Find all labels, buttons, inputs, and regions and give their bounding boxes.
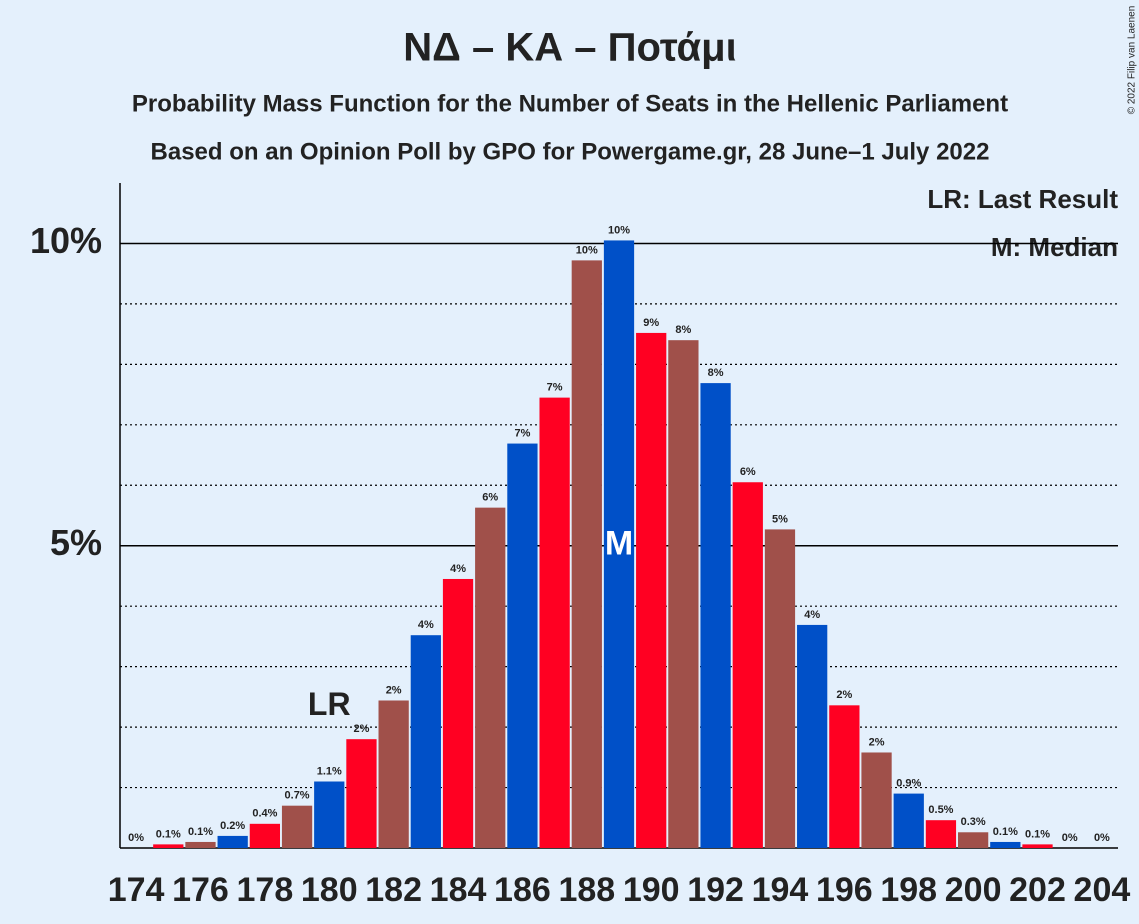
value-label: 5%: [772, 513, 788, 525]
value-label: 0.2%: [220, 820, 245, 832]
legend-entry: M: Median: [991, 232, 1118, 262]
value-label: 4%: [804, 609, 820, 621]
bar: [507, 443, 538, 848]
value-label: 0.9%: [896, 777, 921, 789]
bar: [829, 705, 860, 848]
x-tick-label: 180: [301, 871, 358, 909]
value-label: 0%: [1062, 832, 1078, 844]
bar: [217, 835, 248, 848]
value-label: 2%: [353, 723, 369, 735]
bar: [668, 340, 699, 848]
value-label: 6%: [482, 492, 498, 504]
bar: [957, 832, 989, 848]
bar: [442, 578, 474, 848]
bar: [185, 841, 216, 848]
bar: [764, 529, 796, 848]
value-label: 2%: [386, 684, 402, 696]
x-tick-label: 192: [687, 871, 744, 909]
bar: [636, 332, 667, 849]
chart-title: ΝΔ – ΚΑ – Ποτάμι: [403, 26, 736, 70]
value-label: 0.1%: [188, 826, 213, 838]
value-label: 1.1%: [317, 765, 342, 777]
bar: [925, 820, 957, 848]
x-tick-label: 190: [623, 871, 680, 909]
value-label: 9%: [643, 317, 659, 329]
x-tick-label: 176: [172, 871, 229, 909]
value-label: 0.1%: [1025, 828, 1050, 840]
bar: [281, 805, 313, 848]
value-label: 0.5%: [928, 804, 953, 816]
x-tick-label: 196: [816, 871, 873, 909]
bar: [378, 700, 409, 848]
bar: [797, 624, 828, 848]
x-tick-label: 200: [945, 871, 1002, 909]
bar: [1022, 844, 1053, 848]
x-tick-label: 202: [1009, 871, 1066, 909]
annotation: LR: [308, 686, 351, 722]
bar: [249, 823, 281, 848]
bar: [475, 507, 506, 848]
value-label: 0.4%: [252, 808, 277, 820]
bar: [346, 739, 377, 848]
value-label: 7%: [514, 427, 530, 439]
x-tick-label: 194: [752, 871, 809, 909]
bar: [861, 752, 892, 848]
bar: [700, 383, 731, 848]
bar: [153, 844, 184, 848]
value-label: 4%: [418, 619, 434, 631]
value-label: 0.7%: [285, 790, 310, 802]
x-tick-label: 188: [558, 871, 615, 909]
x-tick-label: 198: [880, 871, 937, 909]
value-label: 10%: [608, 224, 630, 236]
bar: [732, 482, 763, 848]
x-tick-label: 204: [1074, 871, 1131, 909]
bar: [410, 635, 441, 848]
value-label: 0%: [1094, 832, 1110, 844]
x-tick-label: 186: [494, 871, 551, 909]
value-label: 4%: [450, 563, 466, 575]
value-label: 0.3%: [961, 816, 986, 828]
x-tick-label: 184: [430, 871, 487, 909]
y-tick-label: 10%: [30, 220, 102, 261]
value-label: 0.1%: [993, 826, 1018, 838]
bar: [539, 397, 570, 848]
bar: [893, 793, 924, 848]
x-tick-label: 182: [365, 871, 422, 909]
bar: [571, 260, 602, 848]
annotation: M: [605, 525, 633, 563]
value-label: 2%: [836, 689, 852, 701]
value-label: 0%: [128, 832, 144, 844]
value-label: 2%: [869, 736, 885, 748]
bar: [990, 841, 1021, 848]
value-label: 8%: [708, 367, 724, 379]
value-label: 6%: [740, 466, 756, 478]
bar: [603, 240, 635, 848]
x-tick-label: 174: [108, 871, 165, 909]
bar: [314, 781, 345, 848]
chart-subtitle: Probability Mass Function for the Number…: [132, 90, 1008, 117]
y-tick-label: 5%: [50, 522, 102, 563]
value-label: 7%: [547, 382, 563, 394]
chart-subtitle: Based on an Opinion Poll by GPO for Powe…: [151, 138, 990, 165]
x-tick-label: 178: [237, 871, 294, 909]
value-label: 0.1%: [156, 828, 181, 840]
value-label: 8%: [675, 324, 691, 336]
copyright: © 2022 Filip van Laenen: [1127, 6, 1138, 115]
value-label: 10%: [576, 244, 598, 256]
legend-entry: LR: Last Result: [927, 184, 1118, 214]
